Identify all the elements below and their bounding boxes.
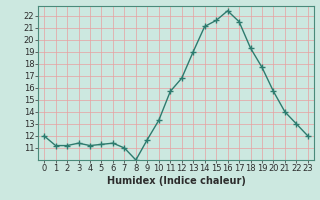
- X-axis label: Humidex (Indice chaleur): Humidex (Indice chaleur): [107, 176, 245, 186]
